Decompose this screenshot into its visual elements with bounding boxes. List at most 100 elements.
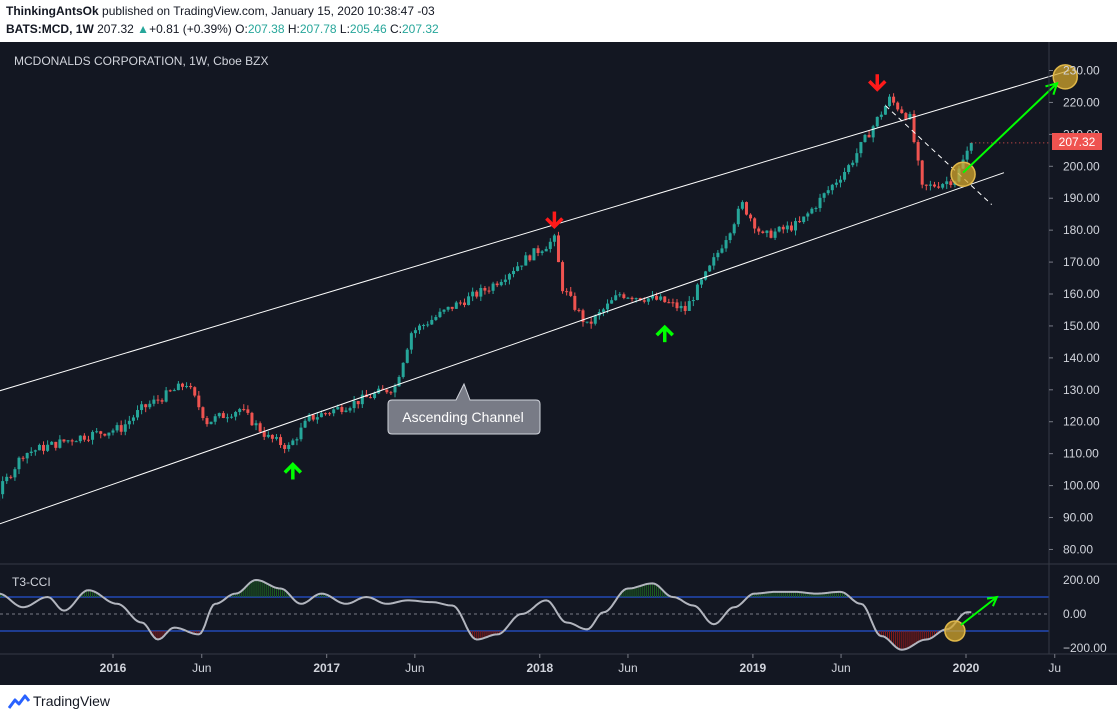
candle-body xyxy=(937,186,941,188)
cci-tick-label: 0.00 xyxy=(1063,607,1087,621)
candle-body xyxy=(638,298,642,301)
x-tick-label: 2016 xyxy=(100,661,127,675)
tradingview-logo-icon[interactable] xyxy=(8,694,30,710)
candle-body xyxy=(920,160,924,185)
candle-body xyxy=(871,126,875,138)
annotation-callout[interactable]: Ascending Channel xyxy=(387,382,541,435)
candle-body xyxy=(593,315,597,324)
candle-body xyxy=(74,441,78,443)
candle-body xyxy=(160,400,164,402)
candle-body xyxy=(418,325,422,331)
candle-body xyxy=(148,403,152,408)
candle-body xyxy=(9,476,13,478)
candle-body xyxy=(945,181,949,185)
candle-body xyxy=(736,208,740,225)
cci-arrow-head xyxy=(986,595,999,607)
candle-body xyxy=(659,296,663,300)
candle-body xyxy=(66,440,70,442)
candle-body xyxy=(164,390,168,402)
x-tick-label: 2020 xyxy=(953,661,980,675)
y-tick-label: 140.00 xyxy=(1063,351,1100,365)
candle-body xyxy=(512,270,516,275)
candle-body xyxy=(855,153,859,163)
candle-body xyxy=(552,235,556,242)
x-tick-label: 2018 xyxy=(526,661,553,675)
candle-body xyxy=(924,184,928,186)
candle-body xyxy=(328,413,332,415)
candle-body xyxy=(928,184,932,186)
candle-body xyxy=(757,228,761,232)
candle-body xyxy=(618,294,622,296)
candles xyxy=(0,93,973,501)
candle-body xyxy=(503,279,507,282)
candle-body xyxy=(197,395,201,408)
candle-body xyxy=(851,162,855,166)
y-tick-label: 190.00 xyxy=(1063,191,1100,205)
candle-body xyxy=(270,434,274,439)
footer-brand[interactable]: TradingView xyxy=(33,693,111,709)
candle-body xyxy=(225,417,229,419)
candle-body xyxy=(916,142,920,161)
candle-body xyxy=(238,409,242,413)
candle-body xyxy=(610,300,614,304)
high-value: 207.78 xyxy=(299,22,337,36)
author-name[interactable]: ThinkingAntsOk xyxy=(6,4,99,18)
candle-body xyxy=(883,106,887,115)
candle-body xyxy=(565,291,569,293)
candle-body xyxy=(908,113,912,120)
candle-body xyxy=(299,427,303,440)
candle-body xyxy=(332,409,336,414)
price-chart-svg[interactable]: 230.00220.00210.00200.00190.00180.00170.… xyxy=(0,42,1117,685)
candle-body xyxy=(389,392,393,394)
candle-body xyxy=(409,333,413,350)
candle-body xyxy=(33,450,37,452)
projection-arrow xyxy=(962,82,1058,174)
candle-body xyxy=(965,150,969,160)
candle-body xyxy=(348,408,352,411)
candle-body xyxy=(458,302,462,304)
candle-body xyxy=(794,221,798,231)
y-tick-label: 130.00 xyxy=(1063,383,1100,397)
indicator-label: T3-CCI xyxy=(12,575,51,589)
candle-body xyxy=(777,226,781,232)
arrow-up-marker xyxy=(655,324,674,343)
candle-body xyxy=(826,190,830,194)
candle-body xyxy=(479,287,483,297)
candle-body xyxy=(352,400,356,409)
candle-body xyxy=(156,399,160,401)
callout-shape xyxy=(387,382,541,435)
y-tick-label: 230.00 xyxy=(1063,64,1100,78)
candle-body xyxy=(646,298,650,302)
candle-body xyxy=(655,295,659,300)
candle-body xyxy=(1,481,5,495)
candle-body xyxy=(70,440,74,442)
candle-body xyxy=(716,252,720,258)
candle-body xyxy=(209,421,213,425)
cci-pane xyxy=(0,578,1049,651)
candle-body xyxy=(360,394,364,405)
candle-body xyxy=(283,445,287,449)
candle-body xyxy=(785,225,789,230)
candle-body xyxy=(356,400,360,405)
chart-area[interactable]: 230.00220.00210.00200.00190.00180.00170.… xyxy=(0,42,1117,685)
arrow-down-marker xyxy=(545,211,564,230)
candle-body xyxy=(397,376,401,387)
candle-body xyxy=(969,142,973,151)
candle-body xyxy=(650,295,654,299)
candle-body xyxy=(42,444,46,451)
candle-body xyxy=(17,457,21,470)
candle-body xyxy=(5,476,9,482)
chart-title: MCDONALDS CORPORATION, 1W, Cboe BZX xyxy=(14,54,269,68)
ohlc-line: BATS:MCD, 1W 207.32 ▲+0.81 (+0.39%) O:20… xyxy=(6,22,439,36)
candle-body xyxy=(896,102,900,110)
y-tick-label: 100.00 xyxy=(1063,479,1100,493)
candle-body xyxy=(221,413,225,418)
candle-body xyxy=(454,302,458,309)
candle-body xyxy=(781,226,785,230)
candle-body xyxy=(524,255,528,266)
candle-body xyxy=(818,197,822,209)
candle-body xyxy=(254,423,258,426)
candle-body xyxy=(540,251,544,253)
candle-body xyxy=(103,433,107,436)
candle-body xyxy=(307,414,311,421)
